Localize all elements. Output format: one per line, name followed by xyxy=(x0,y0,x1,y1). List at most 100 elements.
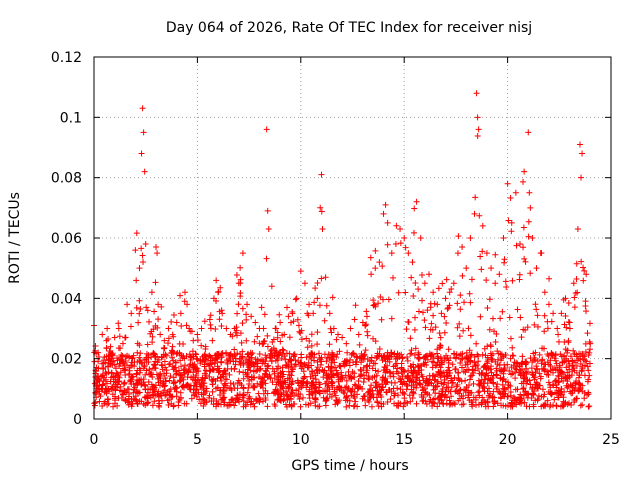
data-point xyxy=(99,360,106,367)
data-point xyxy=(129,373,136,380)
data-point xyxy=(130,352,137,359)
data-point xyxy=(534,396,541,403)
data-point xyxy=(446,401,453,408)
data-point xyxy=(256,366,263,373)
data-point xyxy=(384,362,391,369)
data-point xyxy=(493,330,500,337)
data-point xyxy=(416,308,423,315)
data-point xyxy=(564,401,571,408)
data-point xyxy=(151,361,158,368)
data-point xyxy=(212,325,219,332)
data-point xyxy=(464,359,471,366)
data-point xyxy=(500,385,507,392)
data-point xyxy=(509,352,516,359)
data-point xyxy=(293,295,300,302)
data-point xyxy=(403,386,410,393)
data-point xyxy=(279,346,286,353)
data-point xyxy=(457,306,464,313)
data-point xyxy=(300,368,307,375)
data-point xyxy=(441,313,448,320)
data-point xyxy=(506,314,513,321)
data-point xyxy=(354,391,361,398)
data-point xyxy=(106,388,113,395)
data-point xyxy=(287,356,294,363)
data-point xyxy=(134,349,141,356)
data-point xyxy=(478,266,485,273)
data-point xyxy=(144,389,151,396)
data-point xyxy=(563,357,570,364)
data-point xyxy=(525,129,532,136)
data-point xyxy=(314,329,321,336)
data-point xyxy=(585,389,592,396)
data-point xyxy=(328,365,335,372)
data-point xyxy=(193,386,200,393)
data-point xyxy=(546,403,553,410)
data-point xyxy=(306,338,313,345)
data-point xyxy=(122,371,129,378)
data-point xyxy=(138,398,145,405)
data-point xyxy=(335,378,342,385)
data-point xyxy=(586,360,593,367)
data-point xyxy=(181,366,188,373)
data-point xyxy=(236,358,243,365)
data-point xyxy=(573,276,580,283)
data-point xyxy=(217,284,224,291)
data-point xyxy=(170,333,177,340)
data-point xyxy=(528,365,535,372)
data-point xyxy=(578,174,585,181)
data-point xyxy=(343,393,350,400)
data-point xyxy=(520,392,527,399)
data-point xyxy=(353,353,360,360)
data-point xyxy=(209,366,216,373)
data-point xyxy=(430,312,437,319)
data-point xyxy=(259,398,266,405)
data-point xyxy=(124,386,131,393)
data-point xyxy=(448,393,455,400)
data-point xyxy=(136,310,143,317)
data-point xyxy=(555,378,562,385)
data-point xyxy=(369,365,376,372)
data-point xyxy=(507,355,514,362)
data-point xyxy=(308,331,315,338)
data-point xyxy=(118,395,125,402)
data-point xyxy=(242,403,249,410)
data-point xyxy=(472,194,479,201)
data-point xyxy=(379,263,386,270)
data-point xyxy=(120,360,127,367)
data-point xyxy=(343,383,350,390)
data-point xyxy=(147,386,154,393)
data-point xyxy=(103,345,110,352)
data-point xyxy=(140,376,147,383)
data-point xyxy=(236,398,243,405)
data-point xyxy=(412,280,419,287)
data-point xyxy=(549,381,556,388)
data-point xyxy=(405,250,412,257)
data-point xyxy=(561,321,568,328)
data-point xyxy=(277,369,284,376)
data-point xyxy=(259,379,266,386)
data-point xyxy=(171,364,178,371)
data-point xyxy=(426,335,433,342)
data-point xyxy=(587,340,594,347)
data-point xyxy=(239,394,246,401)
data-point xyxy=(248,354,255,361)
data-point xyxy=(521,168,528,175)
data-point xyxy=(141,363,148,370)
data-point xyxy=(312,395,319,402)
data-point xyxy=(156,400,163,407)
data-point xyxy=(117,345,124,352)
data-point xyxy=(473,340,480,347)
data-point xyxy=(379,357,386,364)
data-point xyxy=(135,319,142,326)
data-point xyxy=(323,302,330,309)
data-point xyxy=(370,302,377,309)
data-point xyxy=(283,388,290,395)
data-point xyxy=(280,347,287,354)
data-point xyxy=(488,265,495,272)
data-point xyxy=(243,311,250,318)
data-point xyxy=(266,371,273,378)
data-point xyxy=(296,396,303,403)
data-point xyxy=(232,355,239,362)
data-point xyxy=(437,334,444,341)
data-point xyxy=(456,320,463,327)
